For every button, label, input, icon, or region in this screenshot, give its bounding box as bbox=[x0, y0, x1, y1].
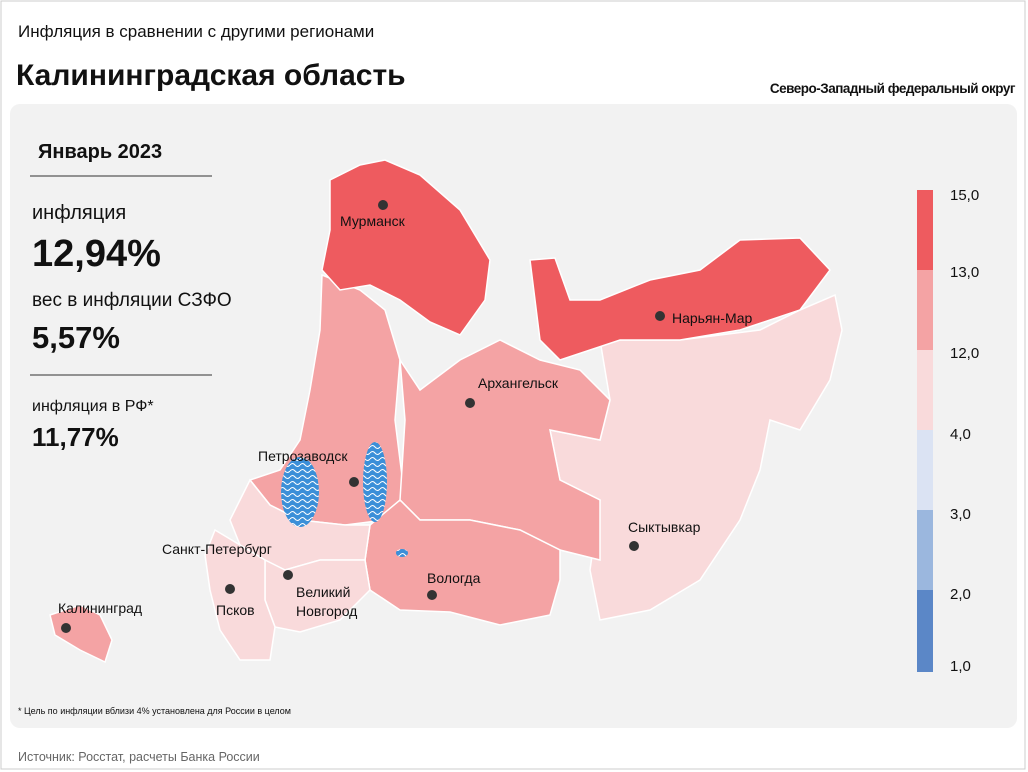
city-label: Вологда bbox=[427, 570, 481, 586]
region bbox=[529, 237, 831, 361]
legend: 15,0 13,0 12,0 4,0 3,0 2,0 1,0 bbox=[917, 187, 979, 675]
city-dot bbox=[61, 623, 71, 633]
region bbox=[321, 159, 491, 336]
district: Северо-Западный федеральный округ bbox=[770, 81, 1016, 96]
lake bbox=[396, 549, 408, 557]
city-dot bbox=[427, 590, 437, 600]
stat-value: 11,77% bbox=[32, 422, 119, 452]
region bbox=[204, 528, 276, 661]
city-label: Псков bbox=[216, 602, 255, 618]
lake bbox=[363, 442, 387, 522]
subtitle: Инфляция в сравнении с другими регионами bbox=[18, 22, 374, 41]
city-dots bbox=[61, 200, 665, 633]
city-dot bbox=[283, 570, 293, 580]
city-label: Петрозаводск bbox=[258, 448, 348, 464]
city-dot bbox=[349, 477, 359, 487]
legend-label: 12,0 bbox=[950, 345, 979, 362]
city-dot bbox=[465, 398, 475, 408]
legend-label: 13,0 bbox=[950, 264, 979, 281]
legend-swatch bbox=[917, 270, 933, 350]
legend-label: 3,0 bbox=[950, 506, 971, 523]
legend-swatch bbox=[917, 590, 933, 672]
stat-value: 12,94% bbox=[32, 233, 161, 275]
legend-swatch bbox=[917, 510, 933, 590]
city-label: Нарьян-Мар bbox=[672, 310, 753, 326]
city-label: Архангельск bbox=[478, 375, 559, 391]
city-dot bbox=[655, 311, 665, 321]
city-label: Новгород bbox=[296, 603, 357, 619]
city-label: Великий bbox=[296, 584, 350, 600]
stat-label: инфляция bbox=[32, 202, 126, 224]
city-label: Санкт-Петербург bbox=[162, 541, 272, 557]
footnote: * Цель по инфляции вблизи 4% установлена… bbox=[18, 706, 291, 716]
city-dot bbox=[225, 584, 235, 594]
legend-label: 4,0 bbox=[950, 426, 971, 443]
city-label: Калининград bbox=[58, 600, 142, 616]
stat-value: 5,57% bbox=[32, 320, 120, 355]
stat-label: вес в инфляции СЗФО bbox=[32, 290, 232, 311]
city-dot bbox=[378, 200, 388, 210]
city-label: Сыктывкар bbox=[628, 519, 701, 535]
legend-swatch bbox=[917, 190, 933, 270]
legend-swatch bbox=[917, 350, 933, 430]
city-dot bbox=[629, 541, 639, 551]
region bbox=[49, 604, 113, 664]
lake bbox=[281, 457, 319, 527]
city-label: Мурманск bbox=[340, 213, 406, 229]
region bbox=[364, 498, 561, 626]
legend-swatch bbox=[917, 430, 933, 510]
legend-label: 2,0 bbox=[950, 586, 971, 603]
period: Январь 2023 bbox=[38, 141, 162, 163]
legend-label: 1,0 bbox=[950, 658, 971, 675]
map bbox=[49, 159, 843, 664]
legend-label: 15,0 bbox=[950, 187, 979, 204]
source: Источник: Росстат, расчеты Банка России bbox=[18, 750, 260, 764]
title: Калининградская область bbox=[16, 59, 406, 92]
stat-label: инфляция в РФ* bbox=[32, 398, 154, 415]
